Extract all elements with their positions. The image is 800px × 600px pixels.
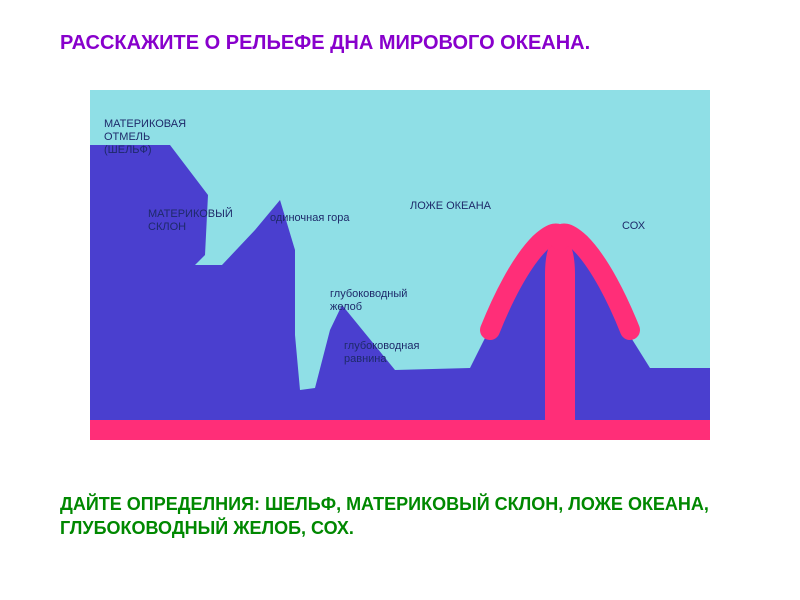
label-ridge: СОХ [622,220,645,233]
label-ocean-floor: ЛОЖЕ ОКЕАНА [410,200,491,213]
label-abyssal-plain: глубоководная равнина [344,340,419,366]
mantle-layer [90,420,710,440]
definition-prompt: ДАЙТЕ ОПРЕДЕЛНИЯ: ШЕЛЬФ, МАТЕРИКОВЫЙ СКЛ… [60,493,740,540]
label-slope: МАТЕРИКОВЫЙ СКЛОН [148,208,233,234]
label-shelf: МАТЕРИКОВАЯ ОТМЕЛЬ (ШЕЛЬФ) [104,118,186,158]
label-trench: глубоководный желоб [330,288,407,314]
ocean-floor-diagram: МАТЕРИКОВАЯ ОТМЕЛЬ (ШЕЛЬФ) МАТЕРИКОВЫЙ С… [90,90,710,440]
page-title: РАССКАЖИТЕ О РЕЛЬЕФЕ ДНА МИРОВОГО ОКЕАНА… [60,32,590,55]
magma-dyke [545,235,575,440]
label-seamount: одиночная гора [270,212,349,225]
